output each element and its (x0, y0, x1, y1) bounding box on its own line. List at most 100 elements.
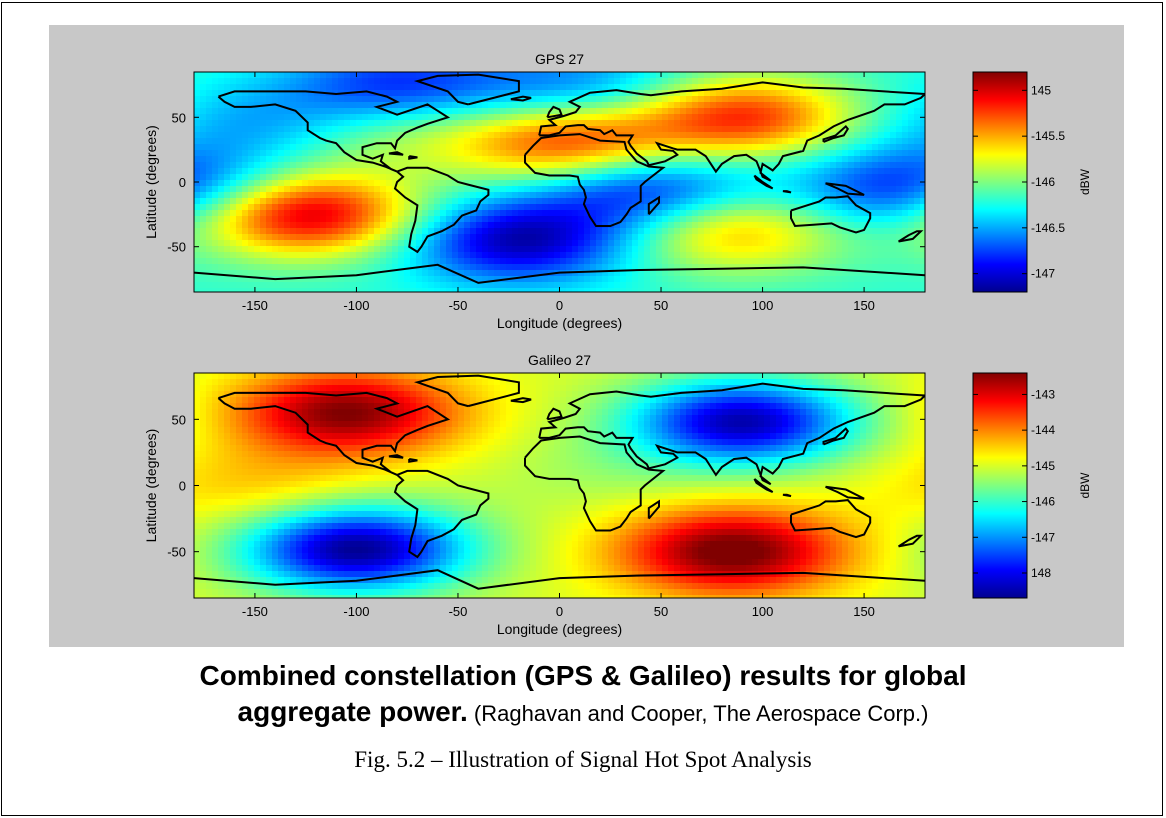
heatmap-cell (716, 240, 723, 247)
heatmap-cell (542, 162, 549, 169)
heatmap-cell (494, 132, 501, 139)
heatmap-cell (842, 114, 849, 121)
heatmap-cell (752, 150, 759, 157)
heatmap-cell (554, 264, 561, 271)
heatmap-cell (350, 96, 357, 103)
heatmap-cell (656, 120, 663, 127)
heatmap-cell (578, 258, 585, 265)
heatmap-cell (404, 198, 411, 205)
heatmap-cell (218, 192, 225, 199)
heatmap-cell (710, 252, 717, 259)
heatmap-cell (236, 234, 243, 241)
heatmap-cell (680, 264, 687, 271)
heatmap-cell (668, 222, 675, 229)
heatmap-cell (482, 258, 489, 265)
heatmap-cell (284, 198, 291, 205)
heatmap-cell (776, 72, 783, 79)
heatmap-cell (476, 240, 483, 247)
heatmap-cell (482, 192, 489, 199)
heatmap-cell (920, 138, 925, 145)
heatmap-cell (740, 204, 747, 211)
heatmap-cell (368, 264, 375, 271)
heatmap-cell (896, 276, 903, 283)
heatmap-cell (782, 120, 789, 127)
heatmap-cell (902, 379, 909, 386)
heatmap-cell (380, 198, 387, 205)
heatmap-cell (278, 288, 285, 292)
heatmap-cell (488, 204, 495, 211)
heatmap-cell (848, 288, 855, 292)
heatmap-cell (572, 288, 579, 292)
heatmap-cell (878, 186, 885, 193)
heatmap-cell (374, 72, 381, 79)
heatmap-cell (620, 204, 627, 211)
heatmap-cell (812, 252, 819, 259)
heatmap-cell (632, 234, 639, 241)
heatmap-cell (284, 258, 291, 265)
heatmap-cell (782, 90, 789, 97)
heatmap-cell (824, 216, 831, 223)
heatmap-cell (416, 186, 423, 193)
heatmap-cell (704, 186, 711, 193)
heatmap-cell (584, 84, 591, 91)
heatmap-cell (302, 373, 309, 380)
heatmap-cell (410, 270, 417, 277)
heatmap-cell (296, 102, 303, 109)
heatmap-cell (590, 228, 597, 235)
heatmap-cell (650, 138, 657, 145)
heatmap-cell (242, 96, 249, 103)
heatmap-cell (404, 276, 411, 283)
heatmap-cell (422, 204, 429, 211)
heatmap-cell (578, 204, 585, 211)
heatmap-cell (470, 144, 477, 151)
heatmap-cell (434, 156, 441, 163)
heatmap-cell (356, 204, 363, 211)
x-tick-label: 50 (654, 298, 668, 313)
heatmap-cell (842, 288, 849, 292)
heatmap-cell (470, 222, 477, 229)
heatmap-cell (884, 216, 891, 223)
heatmap-cell (920, 108, 925, 115)
heatmap-cell (788, 102, 795, 109)
heatmap-cell (194, 228, 201, 235)
heatmap-cell (542, 174, 549, 181)
heatmap-cell (422, 288, 429, 292)
x-axis-label: Longitude (degrees) (497, 315, 622, 331)
heatmap-cell (788, 78, 795, 85)
heatmap-cell (386, 162, 393, 169)
heatmap-cell (440, 120, 447, 127)
heatmap-cell (248, 246, 255, 253)
heatmap-cell (896, 162, 903, 169)
heatmap-cell (662, 234, 669, 241)
heatmap-cell (902, 210, 909, 217)
coastline (538, 81, 925, 182)
heatmap-cell (518, 138, 525, 145)
heatmap-cell (836, 204, 843, 211)
heatmap-cell (320, 174, 327, 181)
heatmap-cell (584, 258, 591, 265)
heatmap-cell (290, 391, 297, 398)
heatmap-cell (332, 144, 339, 151)
heatmap-cell (680, 276, 687, 283)
heatmap-cell (638, 264, 645, 271)
heatmap-cell (608, 186, 615, 193)
heatmap-cell (200, 96, 207, 103)
heatmap-cell (458, 168, 465, 175)
heatmap-cell (452, 120, 459, 127)
heatmap-cell (776, 234, 783, 241)
heatmap-cell (272, 168, 279, 175)
heatmap-cell (830, 270, 837, 277)
heatmap-cell (536, 174, 543, 181)
heatmap-cell (758, 288, 765, 292)
heatmap-cell (620, 120, 627, 127)
heatmap-cell (728, 379, 735, 386)
heatmap-cell (752, 156, 759, 163)
heatmap-cell (920, 120, 925, 127)
heatmap-cell (620, 72, 627, 79)
heatmap-cell (302, 78, 309, 85)
heatmap-cell (596, 192, 603, 199)
heatmap-cell (668, 252, 675, 259)
heatmap-cell (686, 234, 693, 241)
heatmap-cell (236, 240, 243, 247)
heatmap-cell (464, 84, 471, 91)
